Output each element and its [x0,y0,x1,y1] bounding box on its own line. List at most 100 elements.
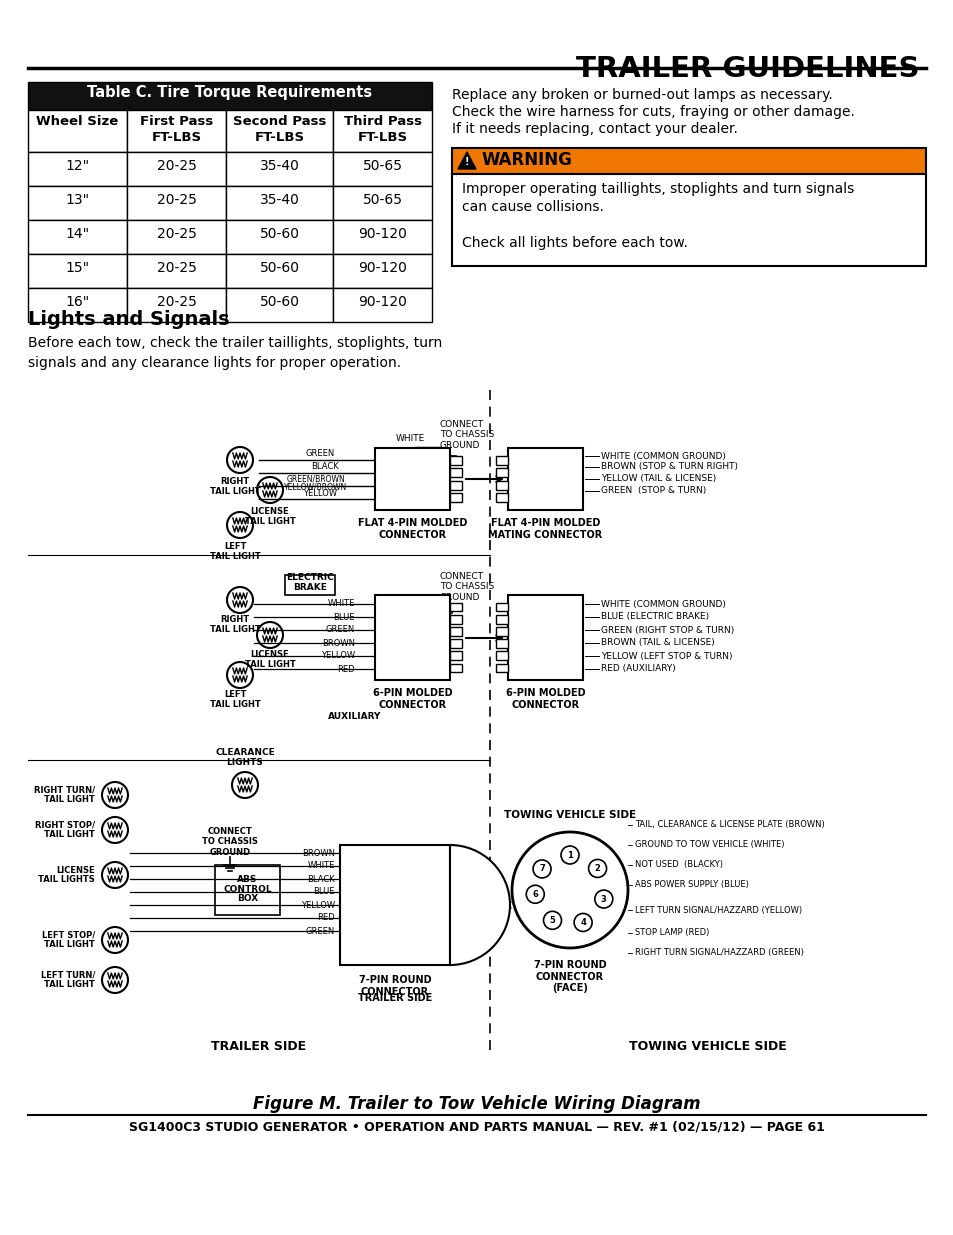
Bar [450,468,461,477]
Text: GROUND TO TOW VEHICLE (WHITE): GROUND TO TOW VEHICLE (WHITE) [635,841,783,850]
Wedge shape [450,845,510,965]
Bar [214,864,280,915]
Bar [127,220,226,254]
Text: Lights and Signals: Lights and Signals [28,310,230,329]
Text: 20-25: 20-25 [156,227,196,241]
Text: NOT USED  (BLACKY): NOT USED (BLACKY) [635,861,722,869]
Bar [375,448,450,510]
Bar [339,845,450,965]
Text: 6-PIN MOLDED
CONNECTOR: 6-PIN MOLDED CONNECTOR [505,688,585,710]
Text: 6-PIN MOLDED
CONNECTOR: 6-PIN MOLDED CONNECTOR [373,688,452,710]
Text: FLAT 4-PIN MOLDED
MATING CONNECTOR: FLAT 4-PIN MOLDED MATING CONNECTOR [488,517,602,540]
Bar [496,652,507,659]
Text: LEFT
TAIL LIGHT: LEFT TAIL LIGHT [210,542,260,561]
Text: If it needs replacing, contact your dealer.: If it needs replacing, contact your deal… [452,122,737,136]
Text: WHITE: WHITE [395,433,424,443]
Text: 12": 12" [66,159,90,173]
Bar [127,152,226,186]
Text: 50-65: 50-65 [362,159,402,173]
Text: BLACK: BLACK [307,874,335,883]
Text: Figure M. Trailer to Tow Vehicle Wiring Diagram: Figure M. Trailer to Tow Vehicle Wiring … [253,1095,700,1113]
Text: RED: RED [337,664,355,673]
Bar [28,186,127,220]
Text: RIGHT TURN/
TAIL LIGHT: RIGHT TURN/ TAIL LIGHT [34,785,95,804]
Bar [226,288,333,322]
Bar [496,615,507,624]
Bar [226,110,333,152]
Text: 50-65: 50-65 [362,193,402,207]
Text: First Pass
FT-LBS: First Pass FT-LBS [140,115,213,144]
Text: LEFT STOP/
TAIL LIGHT: LEFT STOP/ TAIL LIGHT [42,931,95,950]
Text: TRAILER SIDE: TRAILER SIDE [357,993,432,1003]
Text: YELLOW (TAIL & LICENSE): YELLOW (TAIL & LICENSE) [600,474,716,483]
Bar [28,110,127,152]
Text: LEFT
TAIL LIGHT: LEFT TAIL LIGHT [210,690,260,709]
Bar [375,595,450,680]
Bar [450,652,461,659]
Bar [333,152,432,186]
Text: LICENSE
TAIL LIGHT: LICENSE TAIL LIGHT [244,650,295,668]
Text: LEFT TURN/
TAIL LIGHT: LEFT TURN/ TAIL LIGHT [41,971,95,989]
Bar [285,576,335,595]
Bar [333,186,432,220]
Text: GREEN (RIGHT STOP & TURN): GREEN (RIGHT STOP & TURN) [600,625,734,635]
Text: GREEN: GREEN [305,926,335,935]
Bar [507,448,582,510]
Text: SG1400C3 STUDIO GENERATOR • OPERATION AND PARTS MANUAL — REV. #1 (02/15/12) — PA: SG1400C3 STUDIO GENERATOR • OPERATION AN… [129,1121,824,1134]
Text: 5: 5 [549,916,555,925]
Text: GREEN/BROWN: GREEN/BROWN [286,475,345,484]
Text: CLEARANCE
LIGHTS: CLEARANCE LIGHTS [214,748,274,767]
Text: 7: 7 [538,864,544,873]
Bar [450,493,461,501]
Bar [496,663,507,672]
Text: GREEN: GREEN [305,450,335,458]
Bar [333,110,432,152]
Text: 50-60: 50-60 [259,227,299,241]
Text: ABS POWER SUPPLY (BLUE): ABS POWER SUPPLY (BLUE) [635,881,748,889]
Text: Wheel Size: Wheel Size [36,115,118,128]
Text: ELECTRIC
BRAKE: ELECTRIC BRAKE [286,573,334,593]
Text: Improper operating taillights, stoplights and turn signals: Improper operating taillights, stoplight… [461,182,853,196]
Bar [496,640,507,648]
Text: Before each tow, check the trailer taillights, stoplights, turn
signals and any : Before each tow, check the trailer taill… [28,336,442,369]
Text: RIGHT
TAIL LIGHT: RIGHT TAIL LIGHT [210,615,260,634]
Text: Check all lights before each tow.: Check all lights before each tow. [461,236,687,249]
Text: 50-60: 50-60 [259,261,299,275]
Text: LICENSE
TAIL LIGHT: LICENSE TAIL LIGHT [244,508,295,526]
Text: BLACK: BLACK [311,462,338,471]
Text: CONNECT
TO CHASSIS
GROUND: CONNECT TO CHASSIS GROUND [439,572,494,601]
Text: BROWN (TAIL & LICENSE): BROWN (TAIL & LICENSE) [600,638,714,647]
Text: TRAILER SIDE: TRAILER SIDE [212,1040,306,1053]
Text: BROWN: BROWN [322,638,355,647]
Text: BLUE (ELECTRIC BRAKE): BLUE (ELECTRIC BRAKE) [600,613,708,621]
Text: YELLOW: YELLOW [300,900,335,909]
Text: BLUE: BLUE [314,888,335,897]
Text: BLUE: BLUE [334,613,355,621]
Text: 15": 15" [66,261,90,275]
Text: 20-25: 20-25 [156,261,196,275]
Text: Second Pass
FT-LBS: Second Pass FT-LBS [233,115,326,144]
Text: RED (AUXILIARY): RED (AUXILIARY) [600,664,675,673]
Bar [333,254,432,288]
Text: WHITE: WHITE [327,599,355,609]
Text: 35-40: 35-40 [259,193,299,207]
Text: 3: 3 [600,894,606,904]
Text: 6: 6 [532,889,537,899]
Text: RIGHT STOP/
TAIL LIGHT: RIGHT STOP/ TAIL LIGHT [35,820,95,840]
Text: Check the wire harness for cuts, fraying or other damage.: Check the wire harness for cuts, fraying… [452,105,854,119]
Text: RED: RED [317,914,335,923]
Text: 20-25: 20-25 [156,159,196,173]
Bar [28,220,127,254]
Text: CONNECT
TO CHASSIS
GROUND: CONNECT TO CHASSIS GROUND [439,420,494,450]
Bar [450,480,461,489]
Text: 50-60: 50-60 [259,295,299,309]
Text: YELLOW/BROWN: YELLOW/BROWN [284,482,347,492]
Bar [333,288,432,322]
Text: 35-40: 35-40 [259,159,299,173]
Bar [507,595,582,680]
Text: 1: 1 [566,851,573,860]
Text: AUXILIARY: AUXILIARY [328,713,381,721]
Text: 90-120: 90-120 [357,261,407,275]
Bar [496,456,507,464]
Bar [450,663,461,672]
